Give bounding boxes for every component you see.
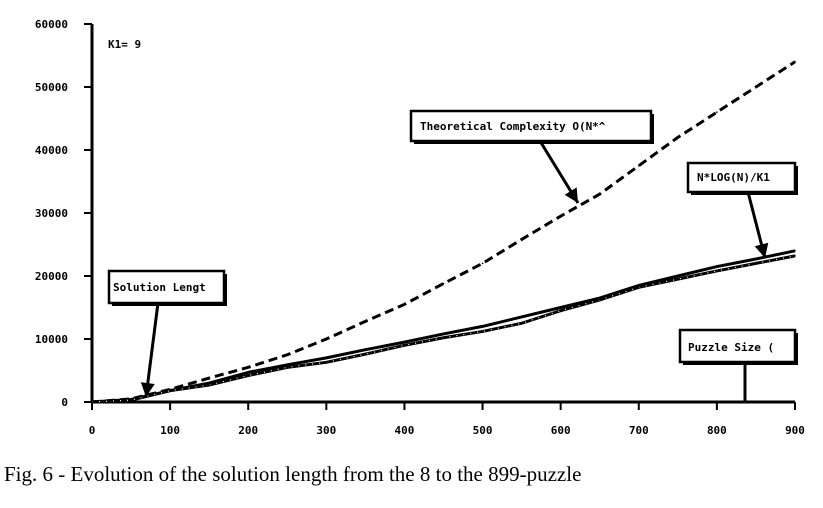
series-3-point bbox=[364, 353, 367, 355]
series-1-point bbox=[677, 136, 679, 139]
series-2-point bbox=[403, 341, 406, 343]
y-tick-label: 60000 bbox=[35, 18, 68, 31]
series-2-point bbox=[677, 275, 679, 277]
series-3-point bbox=[442, 336, 445, 339]
series-1-point bbox=[403, 303, 406, 306]
series-3-point bbox=[520, 322, 523, 325]
series-1-point bbox=[364, 320, 367, 323]
axes: 0 100 200 300 400 500 600 700 800 900 0 10000 20000 3… bbox=[35, 18, 805, 437]
x-tick-label: 400 bbox=[395, 424, 415, 437]
series-2-point bbox=[442, 333, 445, 335]
series-3-point bbox=[755, 262, 757, 265]
annotation-box bbox=[686, 161, 797, 194]
annotation-text: N*LOG(N)/K1 bbox=[697, 171, 770, 184]
series-1-point bbox=[559, 215, 562, 217]
series-1-point bbox=[598, 193, 601, 195]
series-2-point bbox=[247, 371, 250, 374]
annotation-4: Puzzle Size ( bbox=[678, 328, 798, 402]
x-tick-label: 600 bbox=[551, 424, 571, 437]
series-1-point bbox=[481, 262, 484, 265]
series-1-point bbox=[325, 338, 328, 340]
series-3-point bbox=[598, 299, 601, 301]
series-3-point bbox=[637, 286, 640, 289]
annotation-text: Theoretical Complexity O(N*^ bbox=[420, 120, 606, 133]
series-3-point bbox=[559, 309, 562, 312]
series-2-point bbox=[286, 364, 289, 366]
arrowhead bbox=[564, 187, 578, 203]
series-2-point bbox=[481, 325, 484, 328]
annotation-text: Puzzle Size ( bbox=[688, 341, 774, 354]
series-3-point bbox=[247, 374, 250, 377]
annotation-3: Solution Lengt bbox=[107, 269, 227, 398]
x-tick-label: 200 bbox=[238, 424, 258, 437]
annotation-text: Solution Lengt bbox=[113, 281, 206, 294]
x-tick-label: 300 bbox=[316, 424, 336, 437]
series-3-point bbox=[91, 401, 93, 403]
y-tick-label: 20000 bbox=[35, 270, 68, 283]
series-1-point bbox=[286, 353, 289, 356]
series-3-point bbox=[130, 399, 132, 401]
series-2-point bbox=[520, 316, 523, 318]
annotation-layer: Theoretical Complexity O(N*^ N*LOG(N)/K1 S… bbox=[107, 109, 798, 402]
x-tick-label: 900 bbox=[785, 424, 805, 437]
y-tick-label: 0 bbox=[61, 396, 68, 409]
corner-label: K1= 9 bbox=[108, 38, 141, 51]
series-3-point bbox=[208, 384, 210, 386]
annotation-1: Theoretical Complexity O(N*^ bbox=[409, 109, 654, 204]
series-1-point bbox=[208, 377, 210, 379]
series-3-point bbox=[286, 366, 289, 369]
series-2-point bbox=[364, 348, 367, 351]
y-tick-label: 50000 bbox=[35, 81, 68, 94]
y-tick-label: 40000 bbox=[35, 144, 68, 157]
x-tick-label: 0 bbox=[89, 424, 96, 437]
x-tick-label: 500 bbox=[473, 424, 493, 437]
series-1-point bbox=[520, 238, 523, 241]
annotation-box bbox=[107, 269, 226, 305]
annotation-box bbox=[678, 328, 797, 364]
arrowhead bbox=[754, 242, 769, 258]
arrowhead bbox=[140, 382, 155, 397]
series-3-point bbox=[325, 361, 328, 364]
x-tick-label: 800 bbox=[707, 424, 727, 437]
x-tick-label: 700 bbox=[629, 424, 649, 437]
series-3-point bbox=[403, 344, 406, 347]
series-2-point bbox=[794, 250, 796, 252]
series-1-point bbox=[442, 282, 445, 285]
series-2-point bbox=[716, 265, 718, 268]
series-layer bbox=[91, 60, 796, 404]
annotation-2: N*LOG(N)/K1 bbox=[686, 161, 798, 259]
series-3-point bbox=[716, 270, 718, 272]
series-3-point bbox=[481, 330, 484, 333]
series-1-point bbox=[716, 111, 718, 113]
y-tick-label: 10000 bbox=[35, 333, 68, 346]
y-tick-label: 30000 bbox=[35, 207, 68, 220]
series-2-point bbox=[559, 306, 562, 309]
series-1-point bbox=[755, 86, 757, 88]
series-3-point bbox=[169, 389, 171, 392]
series-3-point bbox=[794, 255, 796, 257]
annotation-box bbox=[409, 109, 653, 143]
series-3-point bbox=[677, 278, 679, 280]
chart: 0 100 200 300 400 500 600 700 800 900 0 10000 20000 3… bbox=[35, 18, 805, 437]
series-1-point bbox=[247, 366, 250, 369]
series-2-point bbox=[755, 258, 757, 260]
x-tick-label: 100 bbox=[160, 424, 180, 437]
series-2-point bbox=[325, 357, 328, 359]
figure-caption: Fig. 6 - Evolution of the solution lengt… bbox=[4, 462, 582, 486]
series-1-point bbox=[637, 164, 640, 167]
series-1-point bbox=[794, 61, 796, 63]
annotation-arrow bbox=[144, 302, 160, 398]
